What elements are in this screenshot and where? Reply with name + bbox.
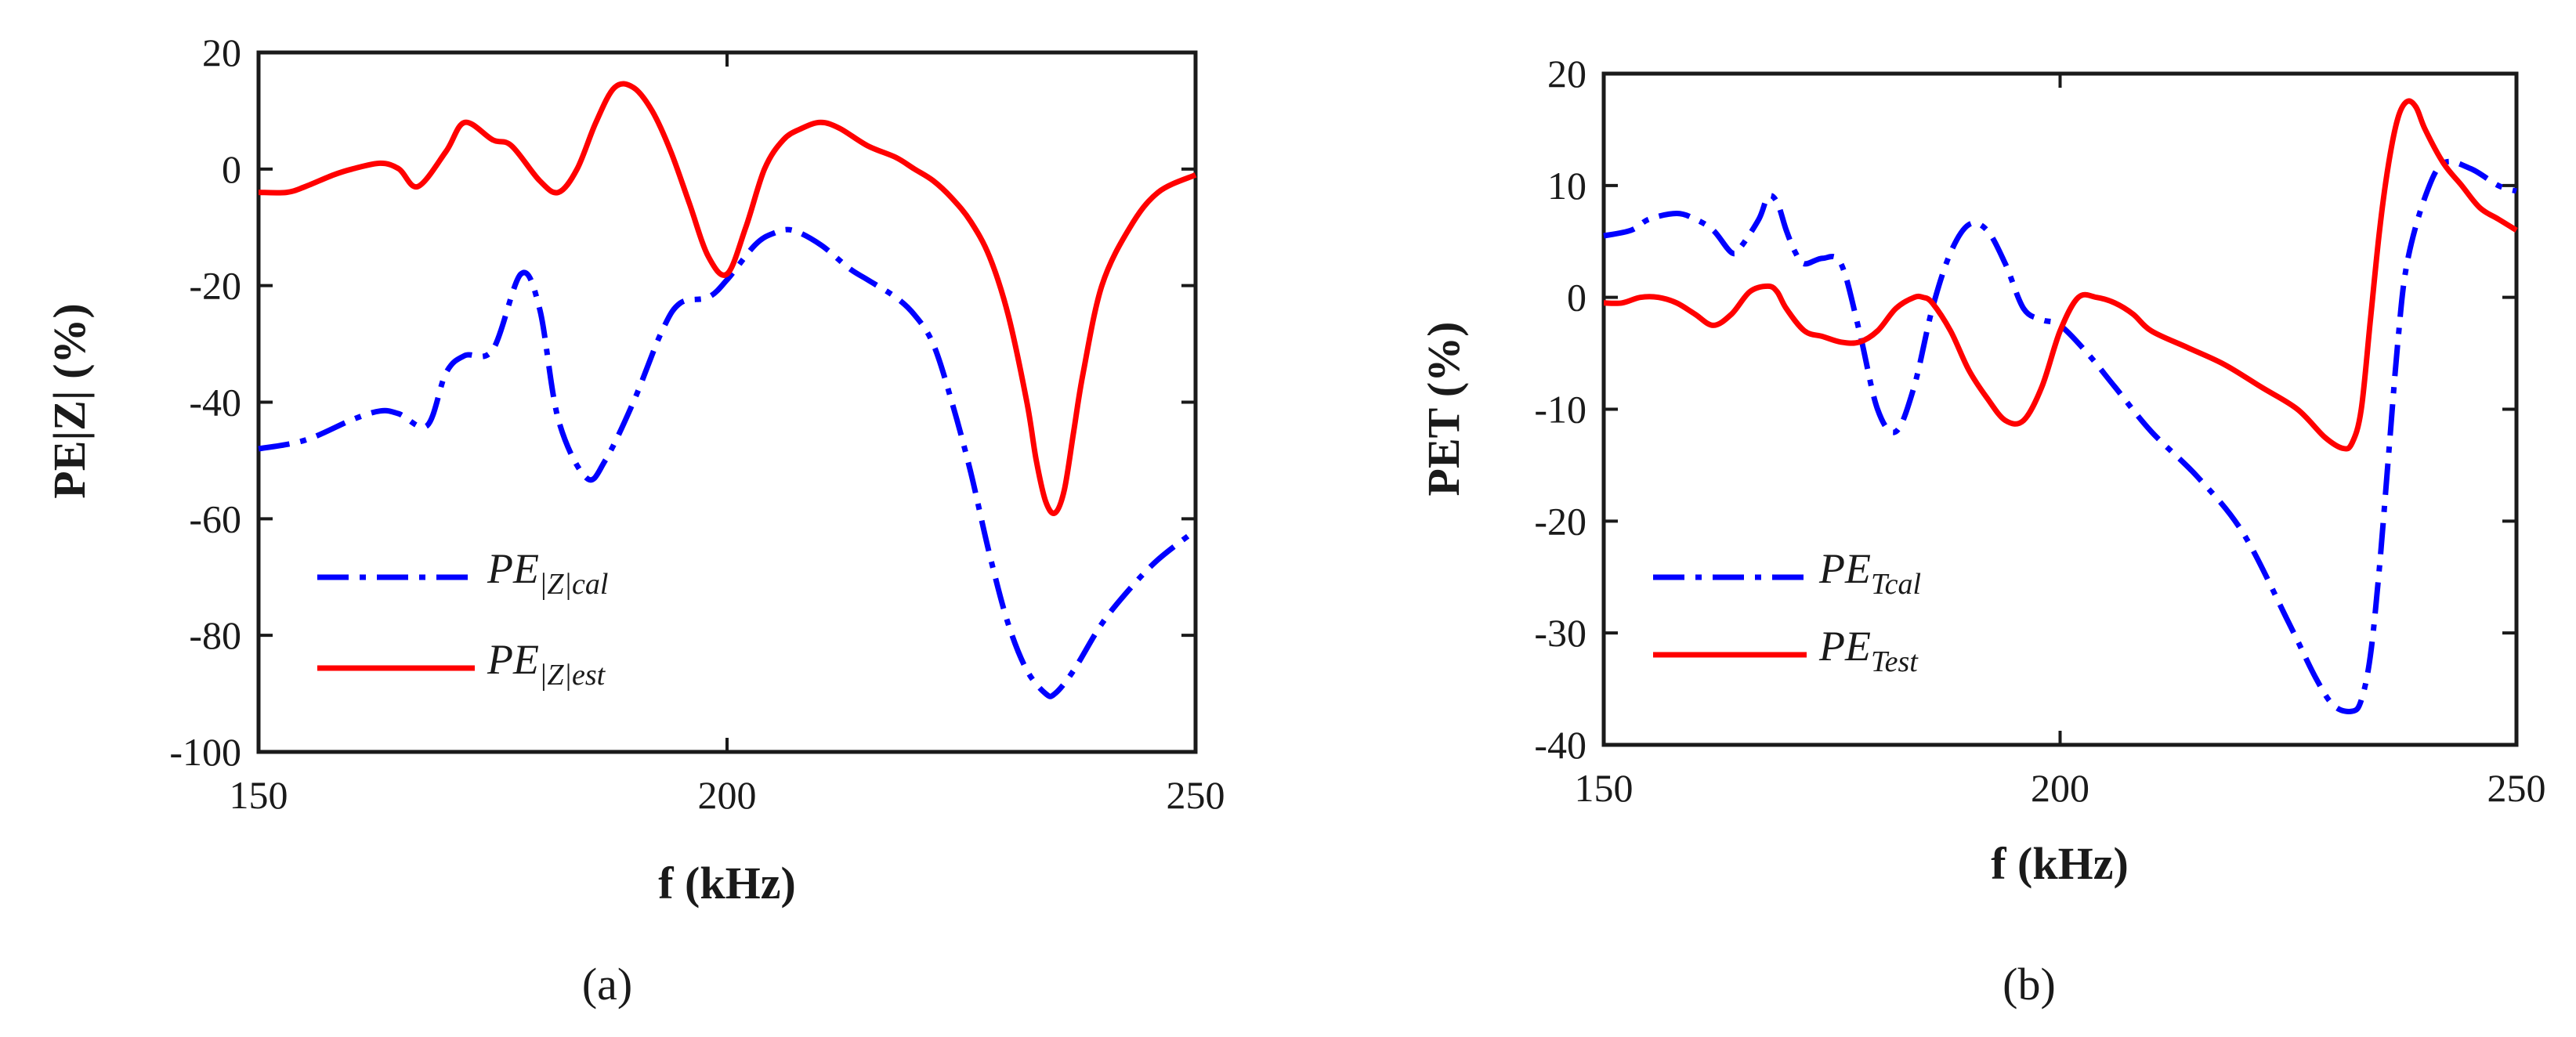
y-tick-label: -20 <box>1534 499 1586 543</box>
x-tick-label: 150 <box>1575 766 1634 810</box>
plot-area-frame <box>1601 71 2519 747</box>
series-line-est <box>258 81 1197 516</box>
x-axis-label: f (kHz) <box>658 858 796 909</box>
series-line-est <box>1603 98 2518 452</box>
series-line-cal <box>1603 158 2518 714</box>
y-tick-label: -80 <box>189 613 241 657</box>
series-lines <box>258 81 1198 699</box>
y-tick-label: 20 <box>202 31 241 74</box>
y-tick-label: 0 <box>222 147 241 191</box>
series-lines <box>1603 98 2518 714</box>
y-axis-label: PET (%) <box>1418 322 1469 497</box>
y-tick-label: 10 <box>1547 164 1586 208</box>
x-tick-label: 200 <box>698 773 757 817</box>
legend-label-cal: PETcal <box>1818 545 1921 601</box>
panel-label-a: (a) <box>582 959 632 1010</box>
y-tick-label: -40 <box>189 381 241 425</box>
legend: PE|Z|cal PE|Z|est <box>317 545 608 692</box>
y-tick-label: -10 <box>1534 388 1586 432</box>
y-tick-label: -40 <box>1534 723 1586 767</box>
x-tick-label: 200 <box>2031 766 2089 810</box>
y-axis-label: PE|Z| (%) <box>44 303 95 498</box>
panel-label-b: (b) <box>2003 959 2056 1010</box>
x-tick-label: 250 <box>2487 766 2546 810</box>
legend: PETcal PETest <box>1653 545 1921 678</box>
y-tick-label: -60 <box>189 497 241 540</box>
y-tick-label: -20 <box>189 264 241 308</box>
y-tick-label: -30 <box>1534 611 1586 655</box>
y-tick-label: 0 <box>1567 276 1586 320</box>
series-line-cal <box>258 226 1198 699</box>
x-tick-label: 250 <box>1167 773 1225 817</box>
legend-label-cal: PE|Z|cal <box>487 545 608 601</box>
y-tick-label: 20 <box>1547 52 1586 96</box>
x-axis-label: f (kHz) <box>1991 838 2129 889</box>
x-tick-label: 150 <box>230 773 288 817</box>
plot-area-frame <box>256 50 1198 754</box>
legend-label-est: PETest <box>1818 623 1919 678</box>
y-tick-label: -100 <box>169 730 241 774</box>
legend-label-est: PE|Z|est <box>487 636 606 692</box>
